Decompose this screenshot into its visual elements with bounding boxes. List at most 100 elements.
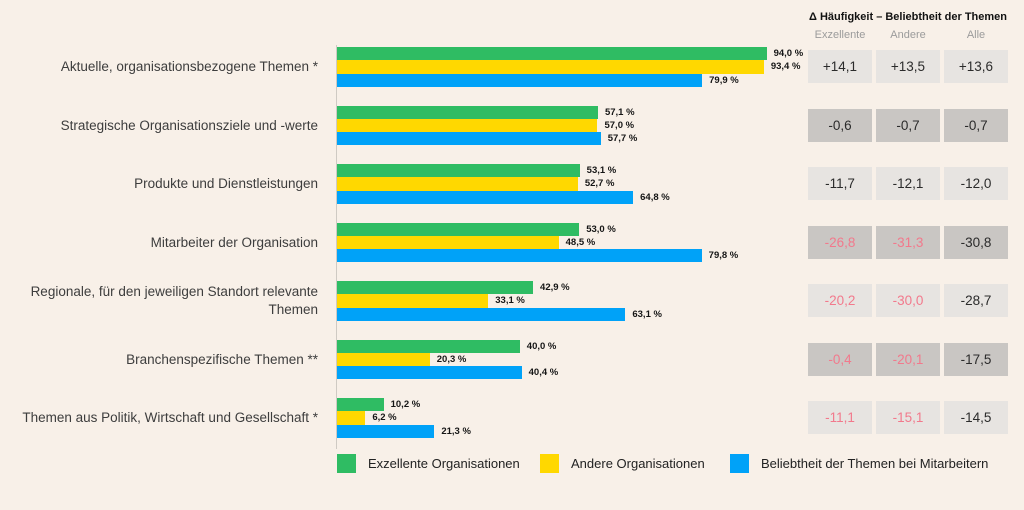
delta-cell: -12,1 — [876, 167, 940, 200]
bar-chart: 94,0 % 93,4 % 79,9 % 57,1 % 57,0 % 57,7 … — [337, 47, 807, 457]
bar-exzellente — [337, 398, 384, 412]
bar-value-label: 57,7 % — [607, 133, 638, 145]
bar-exzellente — [337, 47, 767, 61]
category-label: Strategische Organisationsziele und -wer… — [60, 117, 318, 133]
bar-beliebtheit — [337, 73, 703, 87]
delta-row: -0,4 -20,1 -17,5 — [808, 342, 1008, 376]
bar-row: 42,9 % — [337, 281, 807, 295]
bar-row: 40,4 % — [337, 366, 807, 380]
bar-andere — [337, 60, 764, 74]
delta-cell: -17,5 — [944, 342, 1008, 376]
delta-cell: -0,6 — [808, 108, 872, 142]
bar-row: 40,0 % — [337, 339, 807, 353]
bar-value-label: 42,9 % — [540, 282, 570, 294]
bar-beliebtheit — [337, 366, 522, 380]
bar-andere — [337, 352, 430, 367]
bar-value-label: 63,1 % — [632, 308, 662, 320]
legend-label: Beliebtheit der Themen bei Mitarbeitern — [761, 456, 989, 471]
bar-value-label: 93,4 % — [770, 61, 801, 73]
bar-andere — [337, 177, 578, 191]
bar-row: 48,5 % — [337, 235, 807, 250]
delta-cell: -11,7 — [808, 167, 872, 200]
delta-row: -11,7 -12,1 -12,0 — [808, 167, 1008, 200]
bar-value-label: 40,4 % — [528, 367, 559, 379]
legend-item-beliebtheit: Beliebtheit der Themen bei Mitarbeitern — [730, 454, 988, 473]
bar-value-label: 33,1 % — [495, 295, 525, 307]
delta-cell: -26,8 — [808, 225, 872, 259]
bar-value-label: 40,0 % — [526, 340, 557, 352]
delta-cell: -12,0 — [944, 167, 1008, 200]
bar-value-label: 79,8 % — [708, 250, 739, 262]
bar-value-label: 6,2 % — [372, 412, 397, 424]
bar-row: 57,0 % — [337, 118, 807, 133]
bar-andere — [337, 294, 489, 308]
bar-row: 53,0 % — [337, 222, 807, 236]
bar-row: 64,8 % — [337, 190, 807, 204]
bar-row: 53,1 % — [337, 164, 807, 178]
delta-row: -0,6 -0,7 -0,7 — [808, 108, 1008, 142]
bar-beliebtheit — [337, 249, 702, 263]
bar-group: 10,2 % 6,2 % 21,3 % — [337, 398, 807, 438]
delta-cell: -14,5 — [944, 401, 1008, 434]
bar-value-label: 48,5 % — [565, 236, 596, 248]
legend-swatch-green — [337, 454, 356, 473]
category-label: Branchenspezifische Themen ** — [126, 351, 318, 367]
delta-cell: -0,7 — [944, 108, 1008, 142]
bar-group: 94,0 % 93,4 % 79,9 % — [337, 47, 807, 87]
bar-row: 57,7 % — [337, 132, 807, 146]
column-header-exzellente: Exzellente — [814, 29, 866, 41]
bar-value-label: 21,3 % — [441, 425, 471, 437]
bar-value-label: 53,0 % — [586, 223, 616, 235]
delta-table-title: Δ Häufigkeit – Beliebtheit der Themen — [809, 11, 1007, 23]
delta-cell: -15,1 — [876, 401, 940, 434]
bar-value-label: 79,9 % — [709, 74, 739, 86]
bar-value-label: 53,1 % — [586, 165, 617, 177]
bar-beliebtheit — [337, 307, 626, 321]
delta-cell: -30,8 — [944, 225, 1008, 259]
delta-cell: -20,1 — [876, 342, 940, 376]
bar-value-label: 57,0 % — [604, 119, 635, 131]
bar-group: 57,1 % 57,0 % 57,7 % — [337, 105, 807, 146]
bar-row: 63,1 % — [337, 307, 807, 321]
delta-row: -11,1 -15,1 -14,5 — [808, 401, 1008, 434]
delta-row: -26,8 -31,3 -30,8 — [808, 225, 1008, 259]
delta-row: -20,2 -30,0 -28,7 — [808, 284, 1008, 317]
bar-exzellente — [337, 222, 580, 236]
delta-cell: -11,1 — [808, 401, 872, 434]
bar-andere — [337, 411, 366, 425]
category-label: Aktuelle, organisationsbezogene Themen * — [60, 59, 318, 75]
legend-item-exzellente: Exzellente Organisationen — [337, 454, 520, 473]
bar-beliebtheit — [337, 132, 601, 146]
bar-exzellente — [337, 105, 598, 119]
legend-swatch-yellow — [540, 454, 559, 473]
bar-group: 53,1 % 52,7 % 64,8 % — [337, 164, 807, 204]
bar-value-label: 52,7 % — [584, 178, 615, 190]
bar-beliebtheit — [337, 190, 634, 204]
bar-exzellente — [337, 281, 534, 295]
delta-cell: +13,5 — [876, 50, 940, 83]
axis-baseline — [336, 45, 337, 449]
bar-row: 93,4 % — [337, 60, 807, 74]
bar-group: 40,0 % 20,3 % 40,4 % — [337, 339, 807, 380]
bar-group: 53,0 % 48,5 % 79,8 % — [337, 222, 807, 263]
category-label: Themen aus Politik, Wirtschaft und Gesel… — [22, 410, 318, 426]
legend-item-andere: Andere Organisationen — [540, 454, 705, 473]
bar-row: 33,1 % — [337, 294, 807, 308]
category-labels: Aktuelle, organisationsbezogene Themen *… — [0, 47, 318, 457]
bar-beliebtheit — [337, 424, 435, 438]
category-label: Regionale, für den jeweiligen Standort r… — [30, 284, 318, 317]
legend-swatch-blue — [730, 454, 749, 473]
bar-row: 52,7 % — [337, 177, 807, 191]
bar-group: 42,9 % 33,1 % 63,1 % — [337, 281, 807, 321]
bar-row: 20,3 % — [337, 352, 807, 367]
bar-value-label: 64,8 % — [640, 191, 670, 203]
delta-cell: +14,1 — [808, 50, 872, 83]
category-label: Mitarbeiter der Organisation — [150, 234, 318, 250]
bar-row: 10,2 % — [337, 398, 807, 412]
delta-cell: -0,7 — [876, 108, 940, 142]
delta-cell: -30,0 — [876, 284, 940, 317]
bar-row: 94,0 % — [337, 47, 807, 61]
legend-label: Exzellente Organisationen — [368, 456, 520, 471]
bar-row: 21,3 % — [337, 424, 807, 438]
column-header-alle: Alle — [966, 29, 986, 41]
